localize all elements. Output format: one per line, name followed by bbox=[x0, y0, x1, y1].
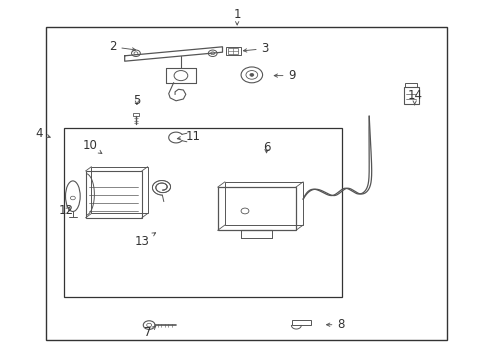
Text: 1: 1 bbox=[233, 8, 241, 25]
Text: 14: 14 bbox=[407, 89, 421, 105]
Bar bbox=[224, 182, 303, 225]
Bar bbox=[133, 113, 139, 116]
Text: 7: 7 bbox=[144, 326, 155, 339]
Text: 11: 11 bbox=[177, 130, 201, 143]
Bar bbox=[227, 48, 237, 54]
Circle shape bbox=[249, 73, 253, 76]
Text: 9: 9 bbox=[274, 69, 295, 82]
Text: 2: 2 bbox=[109, 40, 135, 53]
Bar bbox=[63, 128, 342, 297]
Text: 12: 12 bbox=[59, 204, 73, 217]
Bar bbox=[292, 320, 310, 325]
Bar bbox=[85, 171, 142, 218]
Bar bbox=[225, 47, 240, 55]
Text: 10: 10 bbox=[83, 139, 102, 153]
Text: 8: 8 bbox=[326, 318, 344, 331]
Bar bbox=[405, 83, 416, 87]
Bar bbox=[46, 27, 447, 340]
Text: 4: 4 bbox=[35, 127, 50, 140]
Bar bbox=[91, 167, 147, 213]
Bar bbox=[403, 87, 418, 104]
Text: 6: 6 bbox=[262, 141, 270, 154]
Text: 5: 5 bbox=[133, 94, 141, 107]
Text: 13: 13 bbox=[134, 233, 155, 248]
Text: 3: 3 bbox=[243, 42, 268, 55]
Bar bbox=[217, 187, 295, 230]
